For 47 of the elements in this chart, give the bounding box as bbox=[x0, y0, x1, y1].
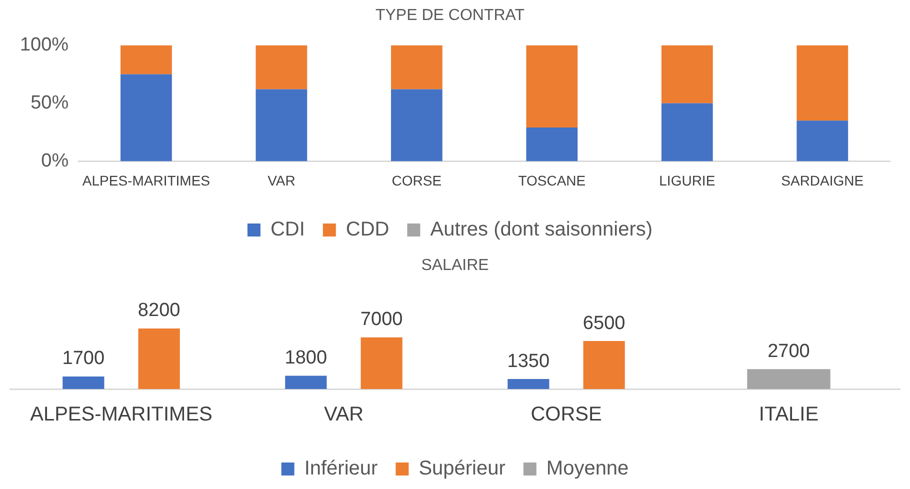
bar bbox=[256, 89, 308, 162]
bar bbox=[747, 369, 830, 389]
y-tick-label: 0% bbox=[41, 150, 69, 172]
bar bbox=[120, 74, 172, 162]
x-tick-label: ALPES-MARITIMES bbox=[82, 172, 210, 188]
x-tick-label: LIGURIE bbox=[659, 172, 716, 188]
bar bbox=[796, 45, 848, 121]
bar bbox=[661, 103, 713, 162]
bar bbox=[661, 45, 713, 104]
x-tick-label: TOSCANE bbox=[518, 172, 586, 188]
data-label: 1350 bbox=[507, 350, 550, 372]
bar bbox=[138, 328, 180, 389]
x-tick-label: ALPES-MARITIMES bbox=[30, 404, 212, 426]
x-tick-label: SARDAIGNE bbox=[781, 172, 864, 188]
y-tick-label: 50% bbox=[30, 92, 69, 114]
legend-label: CDD bbox=[346, 218, 390, 241]
legend-label: Autres (dont saisonniers) bbox=[430, 218, 653, 241]
bar bbox=[583, 341, 625, 389]
x-tick-label: VAR bbox=[268, 172, 296, 188]
legend-label: Inférieur bbox=[304, 458, 378, 480]
bar bbox=[390, 45, 442, 90]
bar bbox=[390, 89, 442, 162]
bar bbox=[256, 45, 308, 90]
legend-label: Moyenne bbox=[546, 458, 629, 480]
bar bbox=[508, 379, 550, 389]
bar bbox=[285, 376, 327, 389]
bar bbox=[526, 128, 578, 162]
data-label: 2700 bbox=[768, 340, 810, 362]
data-label: 7000 bbox=[360, 309, 403, 330]
x-tick-label: CORSE bbox=[392, 172, 442, 188]
chart-title: TYPE DE CONTRAT bbox=[375, 7, 525, 24]
bar bbox=[360, 337, 402, 389]
x-tick-label: ITALIE bbox=[758, 404, 819, 426]
chart-title: SALAIRE bbox=[421, 257, 489, 274]
bar bbox=[526, 45, 578, 128]
bar bbox=[796, 120, 848, 162]
data-label: 1700 bbox=[62, 348, 105, 370]
y-tick-label: 100% bbox=[20, 34, 69, 56]
legend-label: Supérieur bbox=[418, 458, 506, 480]
data-label: 1800 bbox=[284, 347, 328, 368]
data-label: 6500 bbox=[582, 312, 626, 334]
bar bbox=[120, 45, 172, 74]
x-tick-label: VAR bbox=[324, 404, 364, 426]
data-label: 8200 bbox=[138, 300, 180, 322]
x-tick-label: CORSE bbox=[530, 404, 602, 426]
legend-label: CDI bbox=[270, 218, 305, 241]
bar bbox=[62, 376, 104, 389]
